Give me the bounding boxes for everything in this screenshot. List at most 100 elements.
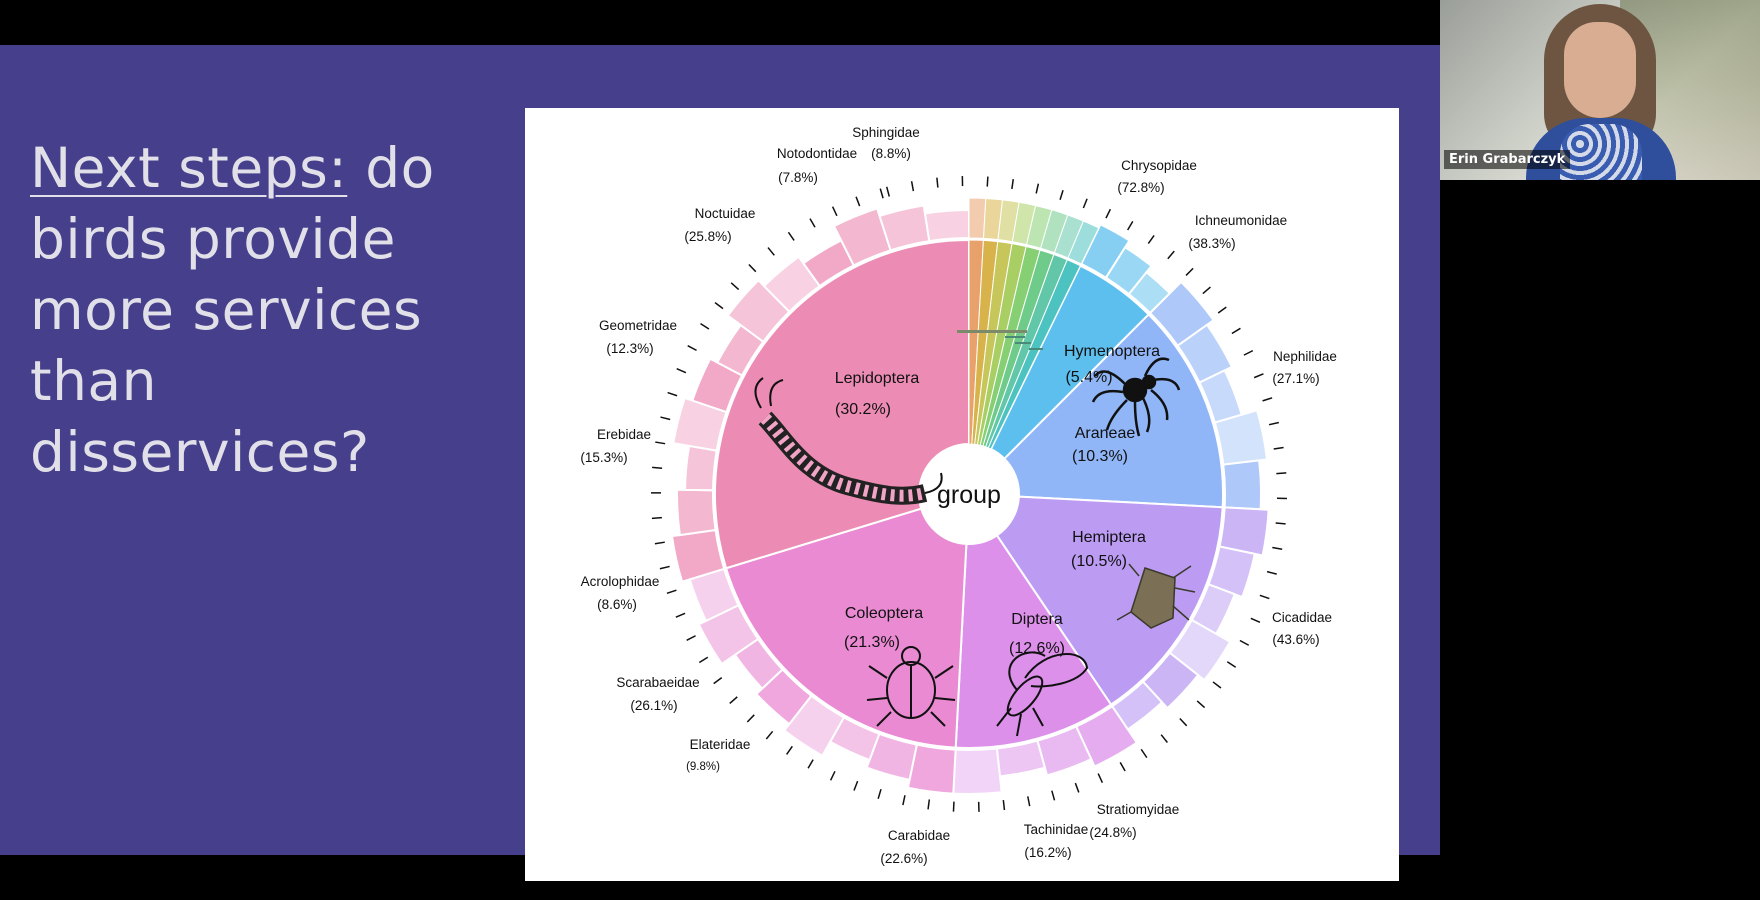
order-name-araneae: Araneae <box>1075 425 1136 442</box>
family-name-acrolophidae: Acrolophidae <box>581 574 660 589</box>
family-tick <box>829 770 836 781</box>
beetle-icon <box>866 646 956 727</box>
family-tick <box>1074 782 1080 793</box>
family-tick <box>765 730 774 740</box>
spider-icon <box>1091 357 1181 437</box>
family-tick <box>1059 189 1064 200</box>
family-pct-ichneumonidae: (38.3%) <box>1188 236 1235 251</box>
family-name-erebidae: Erebidae <box>597 427 651 442</box>
order-pie <box>714 238 1224 749</box>
order-name-lepidoptera: Lepidoptera <box>835 370 920 387</box>
family-pct-elateridae: (9.8%) <box>686 761 720 773</box>
family-tick <box>877 788 882 799</box>
family-pct-stratiomyidae: (24.8%) <box>1089 825 1136 840</box>
family-labels: Sphingidae (8.8%) Notodontidae (7.8%) No… <box>580 125 1337 866</box>
family-tick <box>1202 286 1211 295</box>
family-tick <box>855 196 861 207</box>
order-pct-coleoptera: (21.3%) <box>844 634 900 651</box>
family-name-cicadidae: Cicadidae <box>1272 610 1332 625</box>
family-tick <box>700 322 710 330</box>
family-pct-acrolophidae: (8.6%) <box>597 597 637 612</box>
family-name-stratiomyidae: Stratiomyidae <box>1097 802 1180 817</box>
family-tick <box>1105 208 1112 219</box>
family-tick <box>879 188 884 199</box>
family-tick <box>1268 421 1280 426</box>
family-tick <box>853 780 859 791</box>
family-tick <box>936 177 939 188</box>
order-pct-araneae: (10.3%) <box>1072 448 1128 465</box>
family-tick <box>654 541 665 545</box>
sunburst-chart-panel: group Lepidoptera (30.2%) Coleoptera (21… <box>525 108 1399 881</box>
family-pct-chrysopidae: (72.8%) <box>1117 180 1164 195</box>
participant-video-tile[interactable]: Erin Grabarczyk <box>1440 0 1760 180</box>
order-name-hemiptera: Hemiptera <box>1072 529 1146 546</box>
family-name-geometridae: Geometridae <box>599 318 677 333</box>
family-pct-erebidae: (15.3%) <box>580 450 627 465</box>
order-pct-diptera: (12.6%) <box>1009 640 1065 657</box>
fly-icon <box>996 651 1089 737</box>
family-tick <box>1027 796 1031 807</box>
family-tick <box>660 416 671 421</box>
family-segment <box>952 747 1003 795</box>
family-tick <box>1119 761 1126 772</box>
slide-title: Next steps: do birds provide more servic… <box>30 133 500 488</box>
family-name-sphingidae: Sphingidae <box>852 125 920 140</box>
order-pct-hemiptera: (10.5%) <box>1071 553 1127 570</box>
family-segment <box>1222 459 1262 511</box>
family-tick <box>659 565 670 570</box>
family-tick <box>652 466 663 469</box>
center-hole <box>919 444 1019 544</box>
participant-name: Erin Grabarczyk <box>1444 150 1571 169</box>
family-tick <box>807 759 814 769</box>
family-tick <box>1259 594 1270 600</box>
family-tick <box>1276 472 1287 475</box>
family-tick <box>831 206 838 217</box>
family-pct-noctuidae: (25.8%) <box>684 229 731 244</box>
family-tick <box>1217 306 1227 314</box>
family-tick <box>1160 734 1168 743</box>
stink-bug-icon <box>1116 563 1196 629</box>
family-name-elateridae: Elateridae <box>690 737 751 752</box>
order-name-diptera: Diptera <box>1011 611 1063 628</box>
family-name-scarabaeidae: Scarabaeidae <box>616 675 699 690</box>
family-tick <box>1250 617 1261 624</box>
order-pct-lepidoptera: (30.2%) <box>835 401 891 418</box>
family-tick <box>910 181 915 192</box>
family-pct-tachinidae: (16.2%) <box>1024 845 1071 860</box>
family-tick <box>1239 639 1250 646</box>
family-tick <box>1035 183 1040 194</box>
family-tick <box>885 186 891 197</box>
family-pct-notodontidae: (7.8%) <box>778 170 818 185</box>
small-family-labels <box>957 330 1043 350</box>
family-tick <box>666 589 677 595</box>
family-name-notodontidae: Notodontidae <box>777 146 857 161</box>
family-tick <box>675 612 686 618</box>
family-tick <box>1011 178 1014 190</box>
family-tick <box>927 799 931 810</box>
family-tick <box>729 696 738 705</box>
caterpillar-icon <box>754 377 943 505</box>
family-name-noctuidae: Noctuidae <box>695 206 756 221</box>
order-name-coleoptera: Coleoptera <box>845 605 923 622</box>
family-tick <box>902 795 906 806</box>
family-tick <box>655 441 666 445</box>
family-name-nephilidae: Nephilidae <box>1273 349 1337 364</box>
family-ticks <box>650 176 1287 812</box>
family-tick <box>686 635 696 642</box>
center-label: group <box>937 481 1001 509</box>
family-segment <box>923 208 970 243</box>
family-tick <box>676 368 687 374</box>
family-name-carabidae: Carabidae <box>888 828 950 843</box>
family-tick <box>1179 718 1188 727</box>
family-tick <box>714 302 724 310</box>
slide-title-underlined: Next steps: <box>30 136 348 200</box>
family-tick <box>713 677 723 685</box>
family-tick <box>1262 397 1273 402</box>
family-tick <box>1272 546 1283 550</box>
participant-face <box>1564 22 1636 118</box>
family-tick <box>1226 661 1237 668</box>
family-tick <box>1231 327 1241 335</box>
family-tick <box>785 745 793 755</box>
family-tick <box>651 516 662 520</box>
family-tick <box>1266 570 1277 575</box>
